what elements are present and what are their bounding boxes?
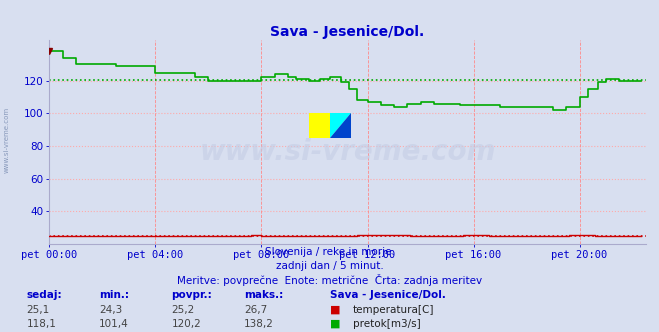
Text: maks.:: maks.: bbox=[244, 290, 283, 300]
Text: Meritve: povprečne  Enote: metrične  Črta: zadnja meritev: Meritve: povprečne Enote: metrične Črta:… bbox=[177, 274, 482, 286]
Text: ■: ■ bbox=[330, 319, 340, 329]
Text: pretok[m3/s]: pretok[m3/s] bbox=[353, 319, 420, 329]
Bar bbox=[309, 113, 330, 138]
Text: 26,7: 26,7 bbox=[244, 305, 267, 315]
Text: temperatura[C]: temperatura[C] bbox=[353, 305, 434, 315]
Text: 25,1: 25,1 bbox=[26, 305, 49, 315]
Text: ■: ■ bbox=[330, 305, 340, 315]
Text: 25,2: 25,2 bbox=[171, 305, 194, 315]
Text: www.si-vreme.com: www.si-vreme.com bbox=[200, 138, 496, 166]
Text: Slovenija / reke in morje.: Slovenija / reke in morje. bbox=[264, 247, 395, 257]
Text: sedaj:: sedaj: bbox=[26, 290, 62, 300]
Polygon shape bbox=[330, 113, 351, 138]
Text: 24,3: 24,3 bbox=[99, 305, 122, 315]
Title: Sava - Jesenice/Dol.: Sava - Jesenice/Dol. bbox=[270, 25, 425, 39]
Text: povpr.:: povpr.: bbox=[171, 290, 212, 300]
Text: 138,2: 138,2 bbox=[244, 319, 273, 329]
Text: Sava - Jesenice/Dol.: Sava - Jesenice/Dol. bbox=[330, 290, 445, 300]
Text: zadnji dan / 5 minut.: zadnji dan / 5 minut. bbox=[275, 261, 384, 271]
Text: 120,2: 120,2 bbox=[171, 319, 201, 329]
Text: 118,1: 118,1 bbox=[26, 319, 56, 329]
Text: www.si-vreme.com: www.si-vreme.com bbox=[3, 106, 10, 173]
Polygon shape bbox=[330, 113, 351, 138]
Text: min.:: min.: bbox=[99, 290, 129, 300]
Text: 101,4: 101,4 bbox=[99, 319, 129, 329]
